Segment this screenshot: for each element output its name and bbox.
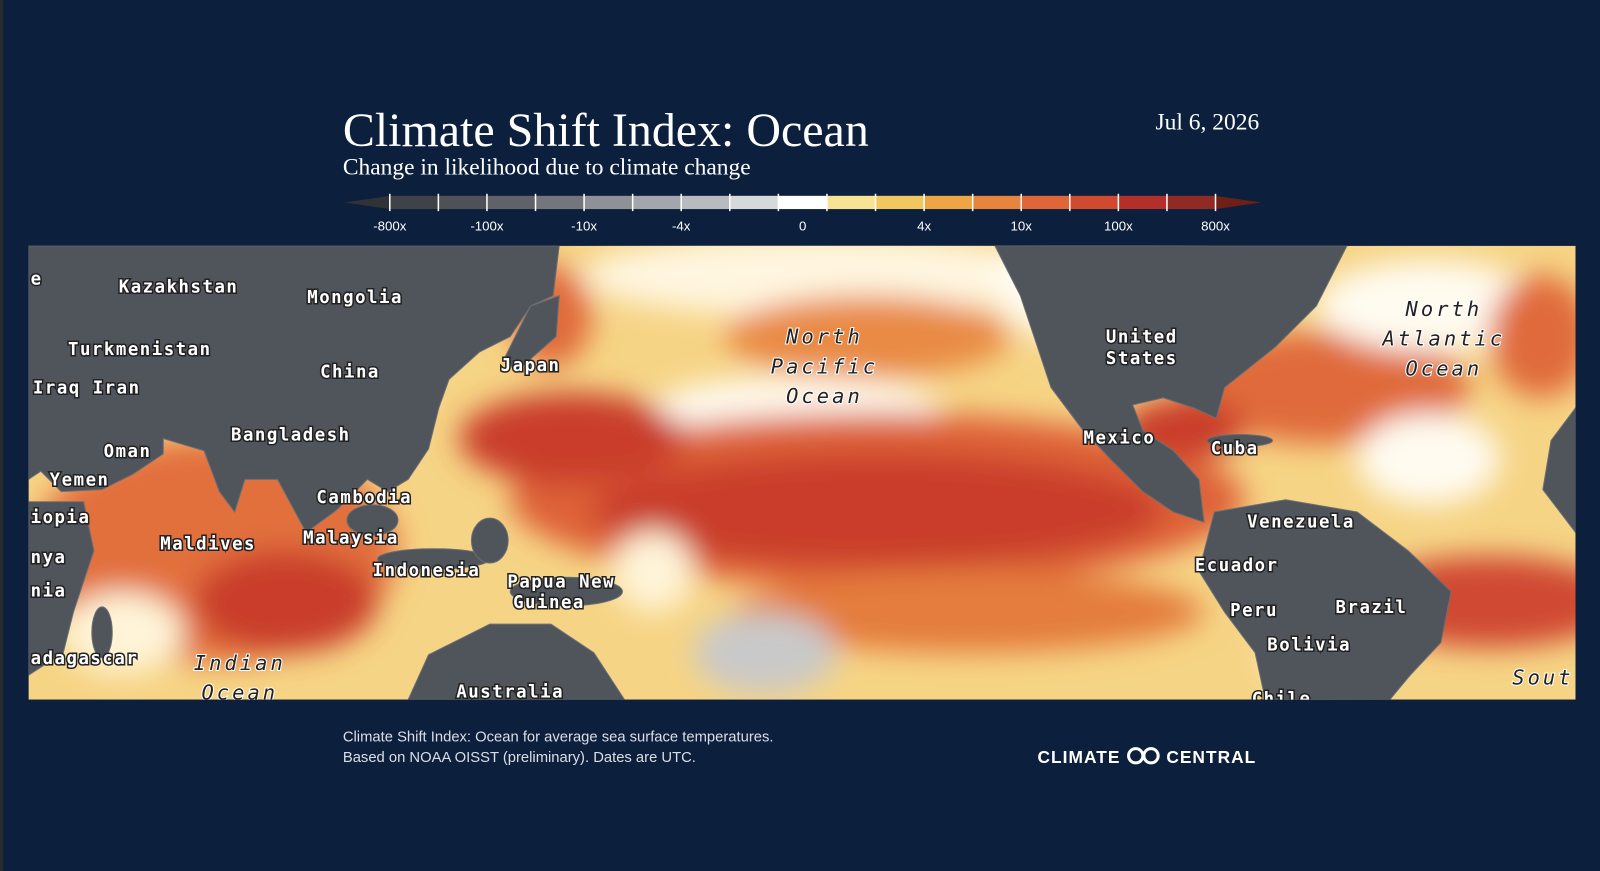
place-label: Australia [456,683,564,703]
legend-swatch [632,195,682,210]
legend-swatch [1021,195,1070,210]
legend-swatch [972,195,1022,210]
place-label: Yemen [50,470,110,490]
legend-label: -800x [373,219,407,234]
ocean-label: North [785,325,863,349]
legend-swatch [729,195,779,210]
place-label: nia [31,582,67,602]
legend-swatch [486,195,536,210]
place-label: Brazil [1336,598,1408,618]
place-label: Japan [501,356,561,376]
place-label: Iraq Iran [33,379,141,399]
place-label: Maldives [160,535,256,555]
legend-swatch [389,195,439,210]
place-label: Ecuador [1195,556,1279,576]
legend-swatch [778,195,827,210]
legend-label: -4x [672,219,691,234]
legend-swatch [1118,195,1167,210]
place-label: Malaysia [303,529,399,549]
ocean-label: Atlantic [1381,327,1506,351]
legend-swatch [438,195,487,210]
legend-label: -10x [571,219,597,234]
title: Climate Shift Index: Ocean [343,104,869,157]
legend-swatch [681,195,730,210]
place-label: Mongolia [307,288,403,308]
logo-text: CENTRAL [1166,747,1256,767]
ocean-label: Sout [1512,665,1573,689]
legend-label: 10x [1011,219,1033,234]
place-label: adagascar [31,649,139,669]
legend-swatch [875,195,925,210]
place-label: China [320,362,380,382]
legend-label: -100x [470,219,504,234]
place-label: Bangladesh [231,426,351,446]
ocean-label: Ocean [786,384,863,408]
place-label: States [1106,349,1178,369]
subtitle: Change in likelihood due to climate chan… [343,154,751,180]
place-label: Bolivia [1267,636,1351,656]
place-label: iopia [31,508,91,528]
legend-high-arrow [1215,195,1262,210]
ocean-label: Indian [194,651,286,675]
footnote: Based on NOAA OISST (preliminary). Dates… [343,750,696,766]
logo-icon [1127,747,1160,765]
place-label: Kazakhstan [119,278,239,298]
place-label: Cambodia [316,488,412,508]
place-label: nya [31,548,67,568]
ocean-label: Ocean [201,681,278,705]
legend-swatch [826,195,876,210]
place-label: Guinea [513,593,585,613]
place-label: Indonesia [373,561,481,581]
legend-label: 4x [917,219,931,234]
legend-swatch [924,195,973,210]
ocean-label: Pacific [771,354,878,378]
place-label: Chile [1252,690,1312,710]
legend-label: 800x [1201,219,1230,234]
footnote: Climate Shift Index: Ocean for average s… [343,729,774,745]
legend-swatch [1069,195,1119,210]
place-label: Turkmenistan [68,340,212,360]
ocean-label: North [1405,297,1483,321]
edge [0,0,4,871]
legend-swatch [535,195,585,210]
ocean-label: Ocean [1406,356,1483,380]
place-label: Cuba [1211,439,1259,459]
color-legend: -800x -100x -10x -4x 0 4x 10x 100x 800x [343,193,1262,234]
place-label: Oman [104,442,152,462]
legend-swatch [1166,195,1216,210]
place-label: Mexico [1083,429,1155,449]
legend-low-arrow [343,195,390,210]
logo-text: CLIMATE [1038,747,1121,767]
place-label: Papua New [507,572,615,592]
legend-label: 100x [1104,219,1133,234]
place-label: Venezuela [1247,512,1355,532]
legend-swatch [584,195,633,210]
date: Jul 6, 2026 [1156,110,1260,136]
map: e Kazakhstan Mongolia Turkmenistan China Iraq… [28,245,1576,710]
place-label: e [31,270,43,290]
legend-label: 0 [799,219,806,234]
place-label: Peru [1230,601,1278,621]
place-label: United [1106,328,1178,348]
